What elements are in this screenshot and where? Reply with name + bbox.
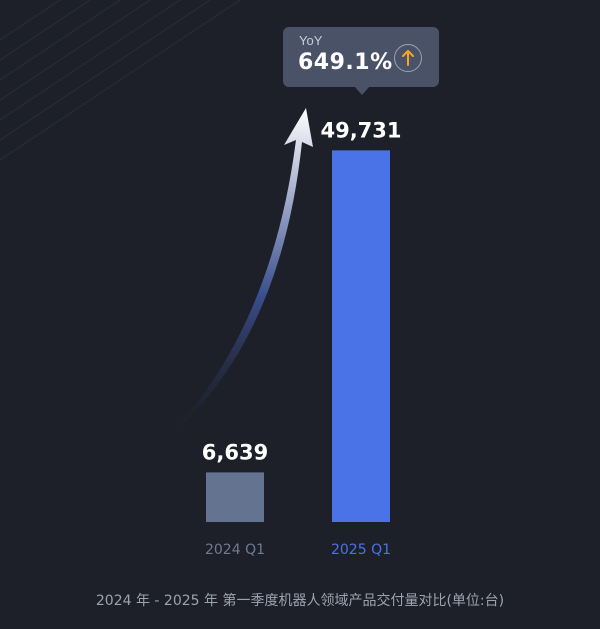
chart-caption: 2024 年 - 2025 年 第一季度机器人领域产品交付量对比(单位:台)	[95, 593, 505, 609]
yoy-callout: YoY 649.1%	[283, 27, 439, 87]
bar-value-label: 6,639	[202, 440, 268, 464]
yoy-callout-pointer	[354, 86, 370, 95]
bar-2025-q1	[332, 150, 390, 523]
growth-arrow	[156, 108, 313, 448]
category-label: 2025 Q1	[331, 542, 391, 558]
yoy-value: 649.1%	[298, 50, 393, 75]
arrow-up-icon	[394, 44, 422, 72]
category-label: 2024 Q1	[205, 542, 265, 558]
bar-2024-q1	[206, 472, 264, 522]
bar-value-label: 49,731	[320, 118, 401, 142]
yoy-label: YoY	[299, 33, 323, 48]
